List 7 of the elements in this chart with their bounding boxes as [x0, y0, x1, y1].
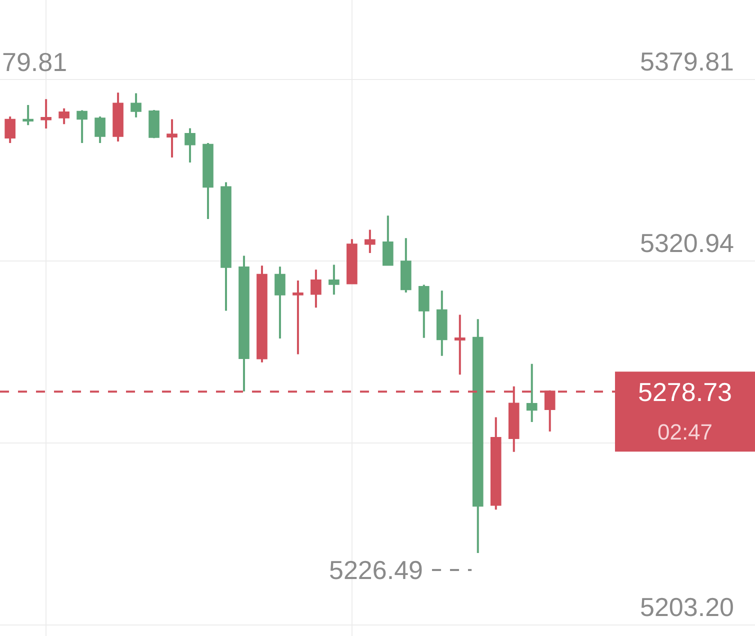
annotation: 79.81: [2, 47, 68, 77]
annotation: 5226.49: [329, 555, 423, 585]
y-tick-label: 5203.20: [640, 592, 734, 622]
text: 02:47: [657, 420, 713, 444]
y-tick-label: 5379.81: [640, 46, 734, 76]
y-tick-label: 5320.94: [640, 228, 734, 258]
ref-line-label: 5278.73: [638, 377, 732, 407]
